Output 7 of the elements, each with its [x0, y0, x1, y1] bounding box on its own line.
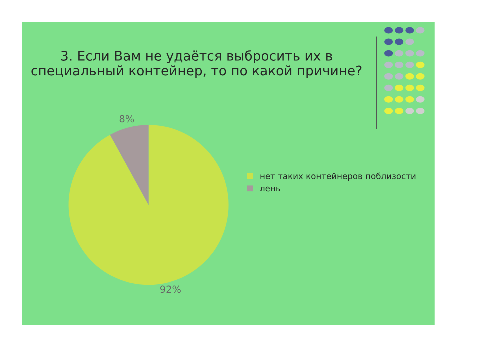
data-label: 92%: [160, 286, 181, 294]
pie-slice: [68, 125, 229, 286]
legend-label: нет таких контейнеров поблизости: [260, 172, 416, 182]
data-label: 8%: [120, 115, 134, 123]
legend-label: лень: [260, 186, 280, 192]
pie-slice: [110, 125, 149, 206]
chart-title: 3. Если Вам не удаётся выбросить их в специальный контейнер, то по какой причине?: [32, 50, 362, 78]
